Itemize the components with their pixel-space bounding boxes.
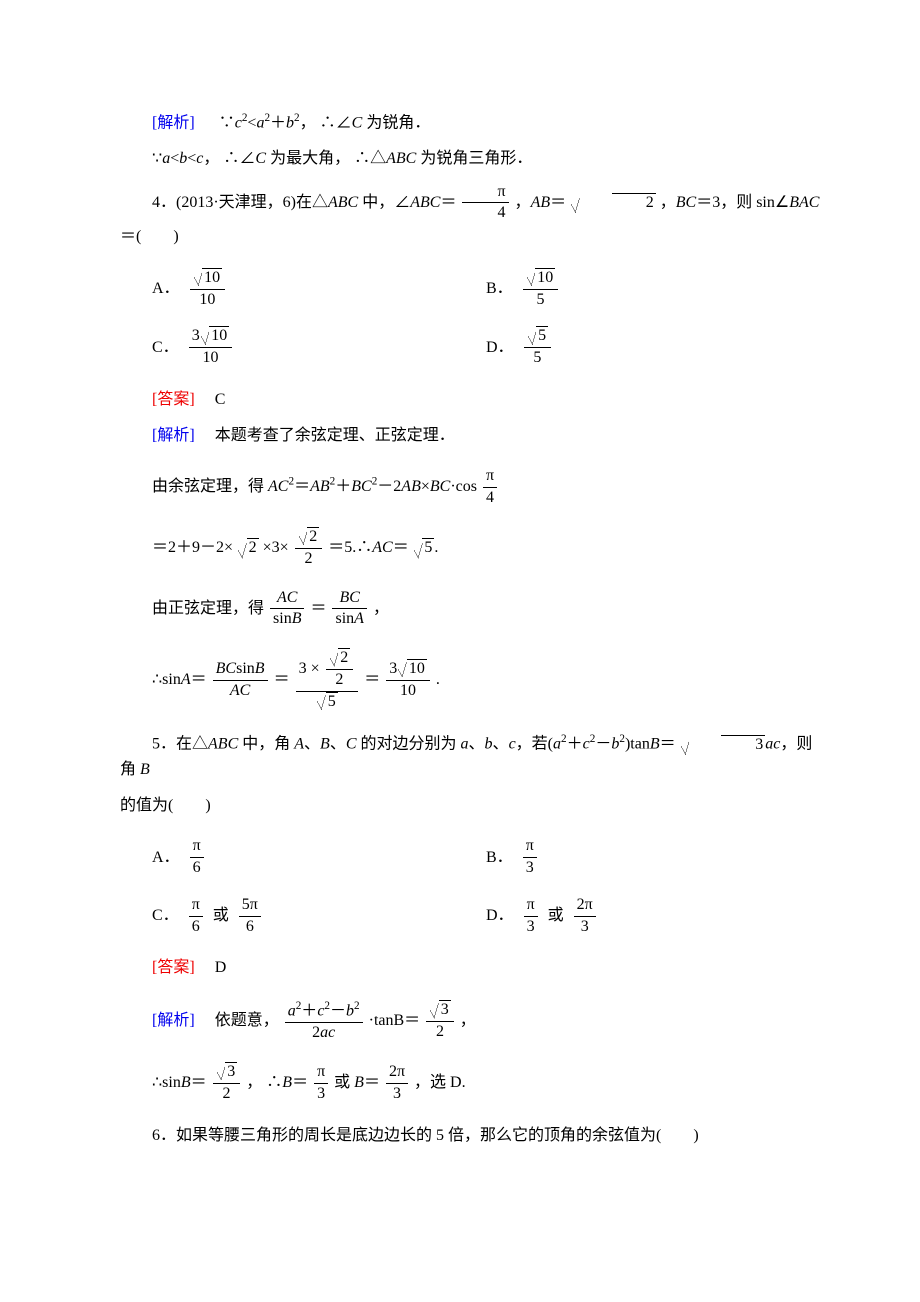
answer-label: [答案] — [152, 391, 195, 408]
q4-final: ∴sinA＝ BCsinB AC ＝ 3 × 22 5 ＝ 310 10 . — [120, 648, 820, 713]
answer-label: [答案] — [152, 959, 195, 976]
q4-analysis-label: [解析] 本题考查了余弦定理、正弦定理． — [120, 423, 820, 449]
analysis-label: [解析] — [152, 114, 195, 131]
q4-option-a: A． 10 10 — [152, 268, 486, 311]
q4-options: A． 10 10 B． 10 5 C． 310 10 D． 5 5 — [120, 260, 820, 377]
q5-option-a: A． π6 — [152, 836, 486, 879]
analysis-label: [解析] — [152, 427, 195, 444]
q5-option-c: C． π6 或 5π6 — [152, 895, 486, 938]
q4-option-d: D． 5 5 — [486, 326, 820, 369]
q4-sine-law: 由正弦定理，得 AC sinB ＝ BC sinA ， — [120, 588, 820, 631]
q4-option-c: C． 310 10 — [152, 326, 486, 369]
q5-options: A． π6 B． π3 C． π6 或 5π6 D． π3 或 2π3 — [120, 828, 820, 945]
q4-stem: 4．(2013·天津理，6)在△ABC 中，∠ABC＝ π4 ，AB＝ 2 ，B… — [120, 182, 820, 250]
q5-stem: 5．在△ABC 中，角 A、B、C 的对边分别为 a、b、c，若(a2＋c2－b… — [120, 731, 820, 783]
q5-analysis: [解析] 依题意， a2＋c2－b2 2ac ·tanB＝ 3 2 ， — [120, 999, 820, 1044]
q4-cos-law: 由余弦定理，得 AC2＝AB2＋BC2－2AB×BC·cos π4 — [120, 466, 820, 509]
analysis-label: [解析] — [152, 1012, 195, 1029]
q3-line2: ∵a<b<c， ∴∠C 为最大角， ∴△ABC 为锐角三角形． — [120, 146, 820, 172]
q5-option-b: B． π3 — [486, 836, 820, 879]
q5-option-d: D． π3 或 2π3 — [486, 895, 820, 938]
q3-analysis: [解析] ∵c2<a2＋b2， ∴∠C 为锐角． — [120, 110, 820, 136]
q5-stem-tail: 的值为( ) — [120, 793, 820, 819]
q6-stem: 6．如果等腰三角形的周长是底边边长的 5 倍，那么它的顶角的余弦值为( ) — [120, 1123, 820, 1149]
q4-answer: [答案] C — [120, 387, 820, 413]
q4-calc: ＝2＋9－2× 2 ×3× 2 2 ＝5.∴AC＝ 5. — [120, 527, 820, 570]
q4-option-b: B． 10 5 — [486, 268, 820, 311]
q5-answer: [答案] D — [120, 955, 820, 981]
q5-final: ∴sinB＝ 3 2 ， ∴B＝ π3 或 B＝ 2π3 ，选 D. — [120, 1062, 820, 1105]
